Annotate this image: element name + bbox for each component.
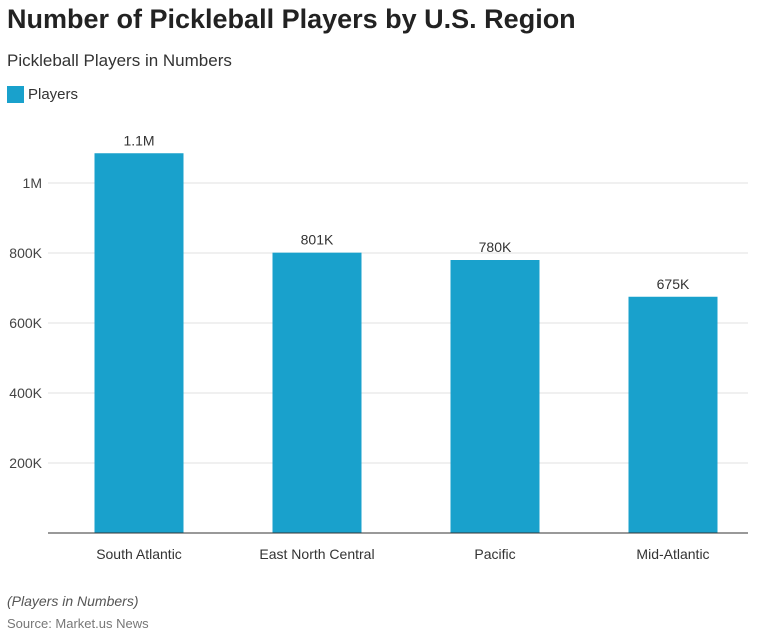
chart-source: Source: Market.us News xyxy=(7,616,149,631)
data-label: 675K xyxy=(657,276,690,292)
y-tick-label: 1M xyxy=(23,175,42,191)
bar xyxy=(272,252,362,533)
legend-label: Players xyxy=(28,86,79,103)
chart-subtitle: Pickleball Players in Numbers xyxy=(7,51,232,70)
bar xyxy=(94,153,184,533)
bar xyxy=(628,296,718,533)
y-tick-label: 800K xyxy=(9,245,42,261)
legend-swatch xyxy=(7,86,24,103)
legend: Players xyxy=(7,86,78,103)
data-label: 780K xyxy=(479,239,512,255)
data-label: 801K xyxy=(301,232,334,248)
data-label: 1.1M xyxy=(123,132,154,148)
chart-title: Number of Pickleball Players by U.S. Reg… xyxy=(7,4,576,34)
y-tick-label: 400K xyxy=(9,385,42,401)
y-tick-label: 600K xyxy=(9,315,42,331)
x-tick-label: Pacific xyxy=(474,546,515,562)
x-tick-label: Mid-Atlantic xyxy=(636,546,709,562)
x-tick-label: South Atlantic xyxy=(96,546,182,562)
y-tick-label: 200K xyxy=(9,455,42,471)
chart-note: (Players in Numbers) xyxy=(7,593,139,609)
x-tick-label: East North Central xyxy=(259,546,374,562)
bar xyxy=(450,260,540,533)
